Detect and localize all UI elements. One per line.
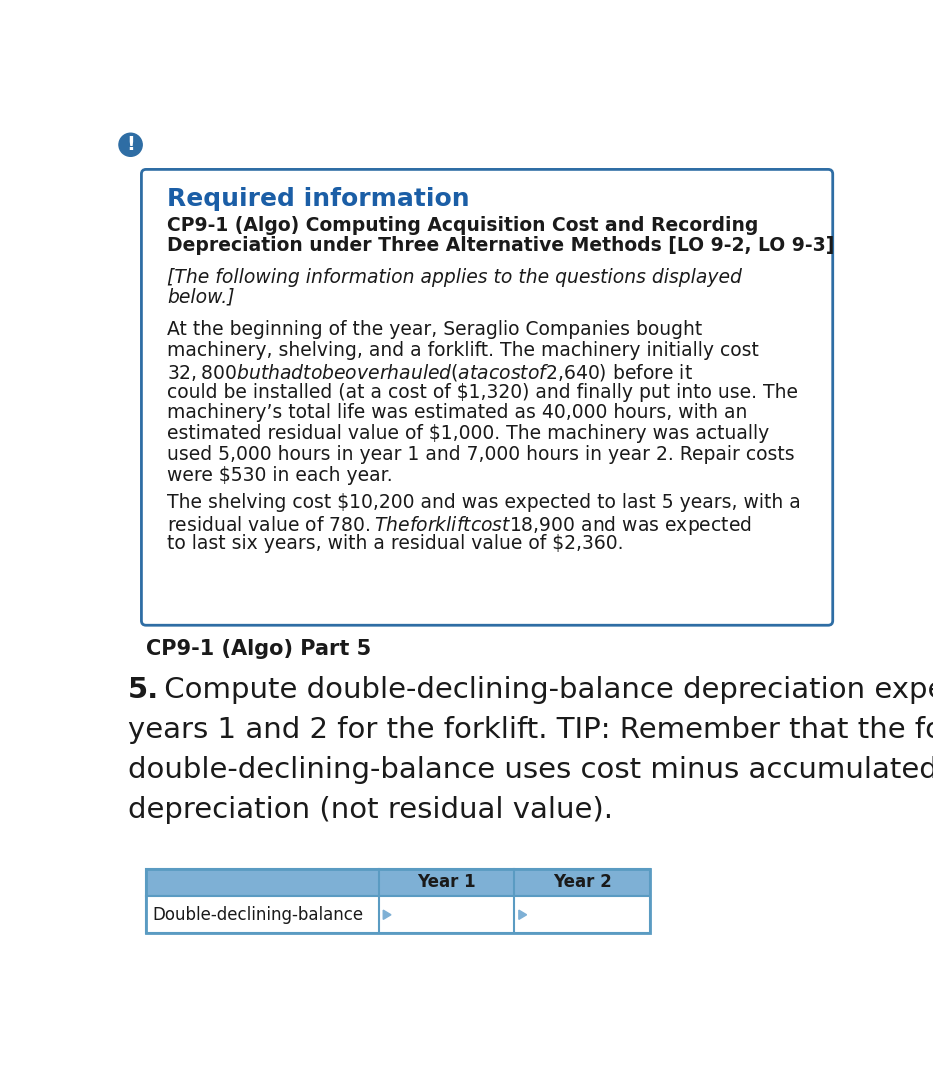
Text: depreciation (not residual value).: depreciation (not residual value). (128, 797, 613, 825)
Text: [The following information applies to the questions displayed: [The following information applies to th… (167, 268, 742, 287)
Text: below.]: below.] (167, 288, 234, 307)
Text: could be installed (at a cost of $1,320) and finally put into use. The: could be installed (at a cost of $1,320)… (167, 383, 798, 402)
Text: used 5,000 hours in year 1 and 7,000 hours in year 2. Repair costs: used 5,000 hours in year 1 and 7,000 hou… (167, 445, 795, 464)
Text: estimated residual value of $1,000. The machinery was actually: estimated residual value of $1,000. The … (167, 425, 769, 443)
Text: The shelving cost $10,200 and was expected to last 5 years, with a: The shelving cost $10,200 and was expect… (167, 493, 801, 512)
Bar (146, 869, 649, 934)
Bar (146, 896, 649, 934)
Text: !: ! (126, 135, 135, 154)
Text: residual value of $780. The forklift cost $18,900 and was expected: residual value of $780. The forklift cos… (167, 513, 752, 537)
Text: Required information: Required information (167, 188, 469, 211)
Text: years 1 and 2 for the forklift. TIP: Remember that the formula for: years 1 and 2 for the forklift. TIP: Rem… (128, 716, 933, 744)
Text: At the beginning of the year, Seraglio Companies bought: At the beginning of the year, Seraglio C… (167, 320, 703, 340)
Circle shape (118, 134, 142, 156)
Text: $32,800 but had to be overhauled (at a cost of $2,640) before it: $32,800 but had to be overhauled (at a c… (167, 362, 693, 383)
Text: Year 2: Year 2 (552, 873, 611, 892)
Text: Year 1: Year 1 (417, 873, 476, 892)
Text: 5.: 5. (128, 676, 160, 704)
Text: Double-declining-balance: Double-declining-balance (152, 906, 363, 924)
Text: Compute double-declining-balance depreciation expense for: Compute double-declining-balance depreci… (156, 676, 933, 704)
Polygon shape (383, 910, 391, 920)
FancyBboxPatch shape (142, 169, 833, 625)
Text: Depreciation under Three Alternative Methods [LO 9-2, LO 9-3]: Depreciation under Three Alternative Met… (167, 236, 834, 254)
Text: were $530 in each year.: were $530 in each year. (167, 466, 393, 485)
Polygon shape (519, 910, 526, 920)
Bar (146, 869, 649, 896)
Text: machinery, shelving, and a forklift. The machinery initially cost: machinery, shelving, and a forklift. The… (167, 341, 759, 360)
Text: CP9-1 (Algo) Computing Acquisition Cost and Recording: CP9-1 (Algo) Computing Acquisition Cost … (167, 216, 759, 235)
Text: to last six years, with a residual value of $2,360.: to last six years, with a residual value… (167, 535, 623, 553)
Text: CP9-1 (Algo) Part 5: CP9-1 (Algo) Part 5 (146, 639, 371, 659)
Text: double-declining-balance uses cost minus accumulated: double-declining-balance uses cost minus… (128, 756, 933, 784)
Text: machinery’s total life was estimated as 40,000 hours, with an: machinery’s total life was estimated as … (167, 403, 747, 423)
